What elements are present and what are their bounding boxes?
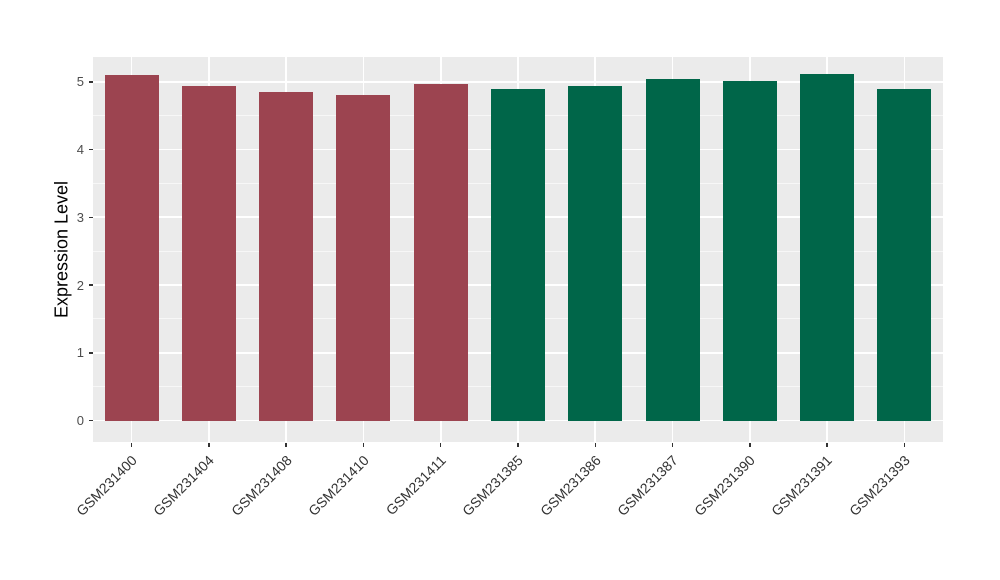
y-axis-title: Expression Level <box>51 180 72 318</box>
x-tick-label-text: GSM231390 <box>691 452 759 519</box>
x-tick-mark <box>208 442 210 447</box>
bar-GSM231410 <box>336 95 391 421</box>
x-tick-label-text: GSM231400 <box>73 452 140 519</box>
bar-GSM231411 <box>413 83 468 421</box>
y-tick-label: 4 <box>76 142 84 157</box>
y-tick-mark <box>88 216 93 218</box>
x-tick-label-text: GSM231391 <box>768 452 836 519</box>
x-tick-mark <box>671 442 674 447</box>
y-tick-label: 3 <box>76 209 84 225</box>
bar-GSM231393 <box>877 88 932 421</box>
x-tick-label-text: GSM231385 <box>459 452 527 519</box>
x-tick-label-text: GSM231410 <box>304 452 372 519</box>
x-tick-mark <box>594 442 597 447</box>
x-tick-label-text: GSM231408 <box>227 452 295 519</box>
y-tick-label: 2 <box>76 277 84 293</box>
y-tick-mark <box>88 81 93 83</box>
bar-GSM231400 <box>104 74 159 421</box>
bar-GSM231408 <box>259 91 314 421</box>
y-tick-label: 1 <box>76 345 84 361</box>
x-tick-mark <box>903 442 906 447</box>
x-tick-label-text: GSM231404 <box>150 452 218 519</box>
x-tick-label-text: GSM231386 <box>536 452 604 519</box>
bar-GSM231404 <box>181 85 236 421</box>
y-tick-mark <box>88 284 93 286</box>
bar-GSM231385 <box>490 89 546 421</box>
y-tick-label: 5 <box>76 74 84 90</box>
x-tick-mark <box>439 442 442 447</box>
y-tick-label: 0 <box>76 413 84 428</box>
y-tick-mark <box>88 148 93 151</box>
y-tick-mark <box>88 352 93 354</box>
x-tick-label-text: GSM231411 <box>382 452 450 519</box>
bar-GSM231386 <box>568 85 623 421</box>
y-tick-mark <box>88 419 93 422</box>
x-tick-mark <box>517 442 519 447</box>
plot-panel <box>93 57 943 442</box>
bar-GSM231387 <box>645 79 700 421</box>
x-tick-label-text: GSM231393 <box>845 452 913 519</box>
x-tick-mark <box>826 442 828 447</box>
bar-GSM231391 <box>800 74 855 421</box>
x-tick-label-text: GSM231387 <box>613 452 681 519</box>
bar-GSM231390 <box>722 81 777 421</box>
x-tick-mark <box>285 442 287 447</box>
x-tick-mark <box>362 442 365 447</box>
x-tick-mark <box>130 442 133 447</box>
x-tick-mark <box>749 442 751 447</box>
